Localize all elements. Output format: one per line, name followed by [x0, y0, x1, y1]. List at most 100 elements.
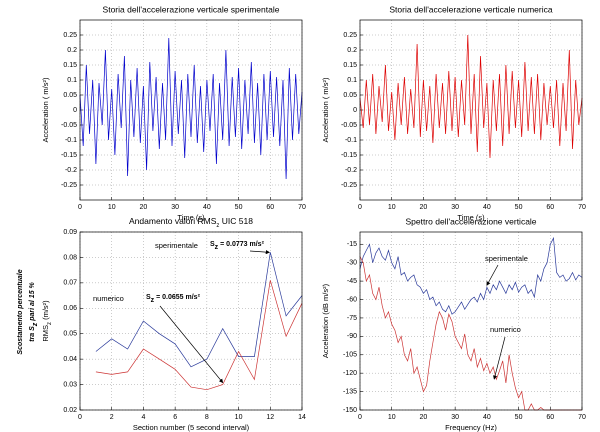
y-tick-label: -135: [343, 388, 357, 395]
series-label: numerico: [93, 294, 124, 303]
arrow: [159, 305, 224, 384]
chart-title: Spettro dell'accelerazione verticale: [405, 216, 536, 226]
x-tick-label: 20: [420, 204, 428, 211]
y-tick-label: 0.08: [63, 254, 77, 261]
x-tick-label: 30: [451, 204, 459, 211]
chart-title: Storia dell'accelerazione verticale sper…: [103, 4, 280, 14]
arrow: [249, 250, 270, 255]
y-tick-label: -75: [347, 315, 357, 322]
y-tick-label: 0.05: [63, 92, 77, 99]
y-tick-label: 0.15: [343, 62, 357, 69]
x-tick-label: 20: [420, 414, 428, 421]
y-tick-label: -0.1: [65, 137, 77, 144]
y-tick-label: 0.05: [63, 331, 77, 338]
x-tick-label: 60: [266, 204, 274, 211]
y-tick-label: 0.06: [63, 305, 77, 312]
annotation: Sz = 0.0655 m/s²: [146, 294, 201, 305]
x-tick-label: 14: [298, 414, 306, 421]
x-tick-label: 6: [173, 414, 177, 421]
x-tick-label: 70: [298, 204, 306, 211]
side-note-part: pari al 15 %: [29, 281, 36, 322]
y-tick-label: 0.05: [343, 92, 357, 99]
y-tick-label: 0: [353, 107, 357, 114]
y-axis-label: Acceleration (dB m/s²): [321, 283, 330, 358]
y-tick-label: -45: [347, 278, 357, 285]
y-axis-label: RMSz (m/s²): [41, 300, 53, 342]
x-tick-label: 30: [451, 414, 459, 421]
y-tick-label: -0.15: [61, 152, 77, 159]
x-axis-label: Time (s): [457, 213, 485, 222]
y-tick-label: 0.2: [67, 47, 77, 54]
x-tick-label: 40: [203, 204, 211, 211]
x-tick-label: 20: [140, 204, 148, 211]
x-tick-label: 60: [546, 414, 554, 421]
side-note-part: z: [32, 322, 39, 327]
series-label: numerico: [490, 325, 521, 334]
y-tick-label: 0.2: [347, 47, 357, 54]
y-tick-label: 0.1: [67, 77, 77, 84]
y-tick-label: 0.07: [63, 280, 77, 287]
x-tick-label: 2: [110, 414, 114, 421]
y-axis-label-part: RMS: [41, 325, 50, 342]
annotation: Sz = 0.0773 m/s²: [210, 241, 265, 252]
arrow: [493, 336, 506, 380]
y-tick-label: -15: [347, 241, 357, 248]
y-tick-label: -0.05: [341, 122, 357, 129]
y-tick-label: 0.25: [63, 32, 77, 39]
y-tick-label: -0.2: [65, 167, 77, 174]
y-axis-label-part: (m/s²): [41, 300, 50, 322]
arrow: [486, 264, 499, 286]
plot-area: [80, 232, 302, 410]
series-label: sperimentale: [485, 254, 528, 263]
y-tick-label: 0.15: [63, 62, 77, 69]
y-axis-label: Acceleration ( m/s²): [41, 77, 50, 143]
y-tick-label: -0.25: [341, 182, 357, 189]
signal-line: [79, 37, 303, 180]
chart-title-part: UIC 518: [219, 216, 253, 226]
x-tick-label: 10: [108, 204, 116, 211]
y-tick-label: -105: [343, 352, 357, 359]
y-tick-label: -0.2: [345, 167, 357, 174]
x-tick-label: 10: [388, 414, 396, 421]
plot-area: [360, 232, 582, 410]
y-tick-label: -0.1: [345, 137, 357, 144]
series-label: sperimentale: [155, 241, 198, 250]
y-axis-label-part: z: [47, 322, 53, 325]
y-tick-label: -90: [347, 333, 357, 340]
side-note: Scostamento percentuale tra Sz pari al 15…: [17, 269, 40, 354]
x-tick-label: 50: [515, 204, 523, 211]
y-tick-label: -0.15: [341, 152, 357, 159]
x-axis-label: Time (s): [177, 213, 205, 222]
y-tick-label: -120: [343, 370, 357, 377]
y-tick-label: 0.09: [63, 229, 77, 236]
chart-title: Storia dell'accelerazione verticale nume…: [389, 4, 552, 14]
plot-frame: [79, 19, 303, 201]
x-tick-label: 70: [578, 204, 586, 211]
series-line: [359, 236, 583, 315]
y-tick-label: 0.02: [63, 407, 77, 414]
annotation-part: = 0.0773 m/s²: [218, 241, 264, 248]
y-tick-label: -30: [347, 260, 357, 267]
x-tick-label: 30: [171, 204, 179, 211]
x-tick-label: 50: [235, 204, 243, 211]
plot-frame: [359, 19, 583, 201]
x-tick-label: 8: [205, 414, 209, 421]
series-line: [95, 280, 303, 391]
y-tick-label: -60: [347, 296, 357, 303]
chart-title: Andamento valori RMSz UIC 518: [129, 216, 253, 228]
y-axis-label: Acceleration ( m/s²): [321, 77, 330, 143]
x-tick-label: 0: [358, 204, 362, 211]
y-tick-label: -0.05: [61, 122, 77, 129]
x-tick-label: 10: [388, 204, 396, 211]
x-axis-label: Frequency (Hz): [445, 423, 497, 432]
annotation-part: z: [215, 244, 219, 251]
y-tick-label: 0.03: [63, 381, 77, 388]
x-tick-label: 10: [235, 414, 243, 421]
y-tick-label: -0.25: [61, 182, 77, 189]
chart-title-part: Andamento valori RMS: [129, 216, 217, 226]
x-tick-label: 0: [78, 414, 82, 421]
annotation-part: = 0.0655 m/s²: [154, 294, 200, 301]
y-tick-label: 0: [73, 107, 77, 114]
y-tick-label: -150: [343, 407, 357, 414]
